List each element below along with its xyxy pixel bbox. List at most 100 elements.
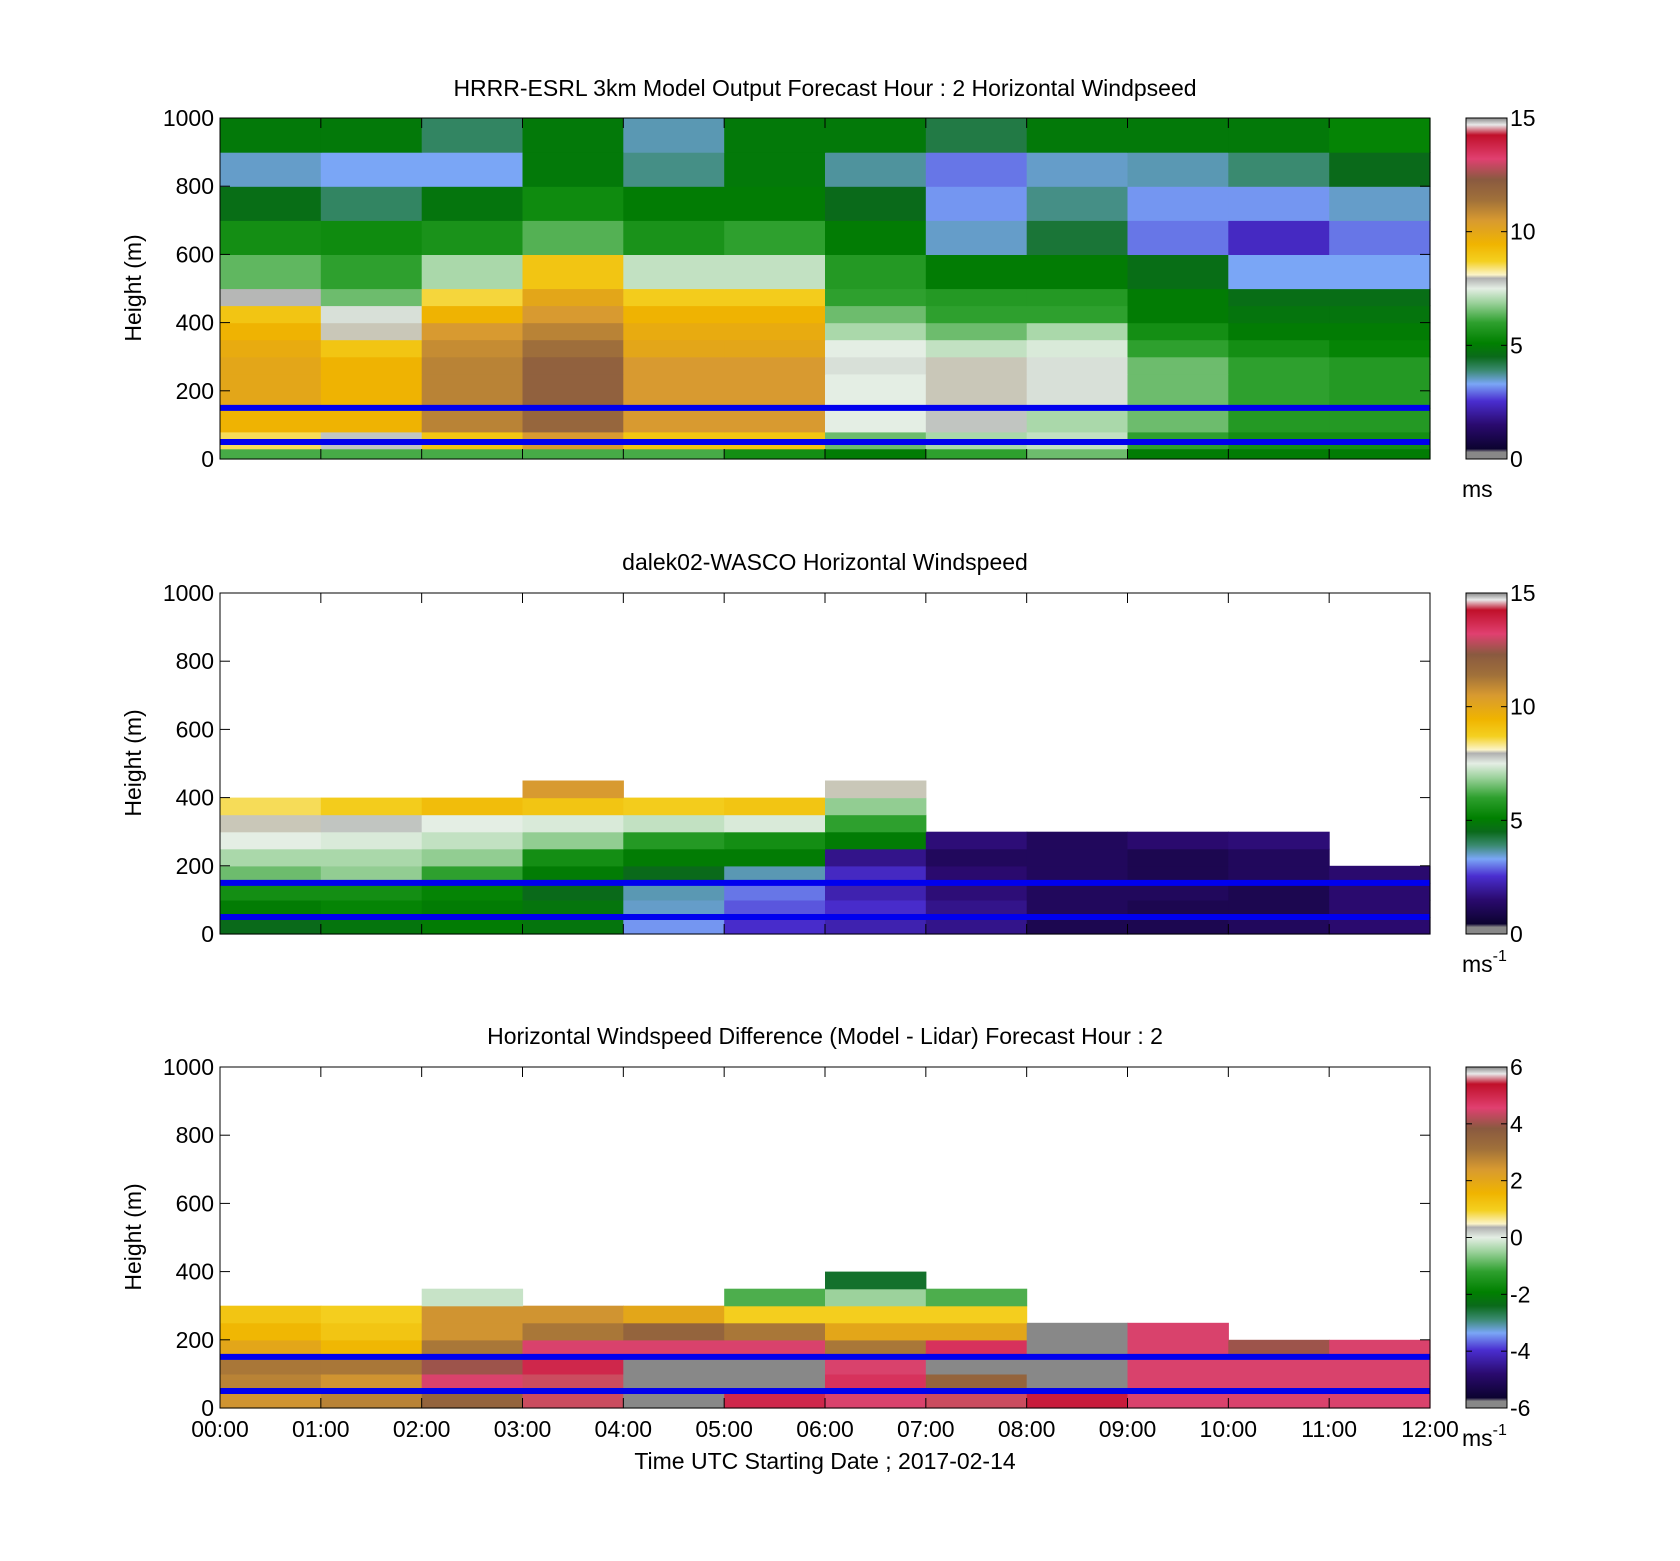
heatmap-cell [724, 373, 826, 392]
y-ticks-model: 0 200 400 600 800 1000 [163, 105, 1430, 472]
heatmap-cell [925, 339, 1028, 358]
colorbar-tick-label: 0 [1510, 921, 1523, 947]
heatmap-cell [320, 848, 423, 867]
heatmap-cell [925, 1356, 1028, 1375]
heatmap-cell [623, 814, 725, 833]
heatmap-cell [522, 1391, 624, 1409]
heatmap-cell [825, 1339, 927, 1358]
heatmap-cell [320, 1373, 423, 1392]
heatmap-cell [1127, 1356, 1229, 1375]
heatmap-cell [925, 1391, 1028, 1409]
heatmap-cell [1127, 356, 1229, 375]
heatmap-cell [1329, 373, 1431, 392]
heatmap-cell [925, 390, 1028, 409]
heatmap-cell [320, 186, 423, 221]
y-tick-label: 400 [176, 310, 214, 336]
y-tick-label: 600 [176, 241, 214, 267]
heatmap-cell [825, 1373, 927, 1392]
heatmap-cell [421, 186, 524, 221]
heatmap-cell [1329, 899, 1431, 918]
heatmap-cell [421, 288, 524, 307]
heatmap-cell [1026, 152, 1129, 187]
colorbar-tick-label: -6 [1510, 1395, 1530, 1421]
heatmap-cell [421, 1373, 524, 1392]
x-tick-label: 04:00 [595, 1416, 653, 1442]
y-tick-label: 1000 [163, 105, 214, 131]
x-tick-label: 03:00 [494, 1416, 552, 1442]
heatmap-cell [320, 797, 423, 816]
x-tick-label: 07:00 [897, 1416, 955, 1442]
heatmap-cell [320, 448, 423, 460]
heatmap-cell [421, 1288, 524, 1307]
heatmap-cell [1329, 882, 1431, 901]
y-tick-label: 800 [176, 648, 214, 674]
heatmap-cell [220, 1339, 322, 1358]
heatmap-cell [1228, 373, 1330, 392]
colorbar-tick-label: 5 [1510, 332, 1523, 358]
heatmap-cell [522, 152, 624, 187]
heatmap-cell [925, 288, 1028, 307]
heatmap-cell [320, 1356, 423, 1375]
heatmap-cell [421, 305, 524, 324]
reference-lines-model [220, 404, 1430, 445]
reference-lines-lidar [220, 879, 1430, 920]
heatmap-cell [1228, 356, 1330, 375]
heatmap-cell [925, 152, 1028, 187]
heatmap-cell [522, 373, 624, 392]
heatmap-cell [1127, 186, 1229, 221]
heatmap-cell [925, 1339, 1028, 1358]
heatmap-cell [623, 1373, 725, 1392]
x-ticks-difference: 00:00 01:00 02:00 03:00 04:00 05:00 06:00 07:00… [191, 1067, 1459, 1442]
heatmap-cell [724, 356, 826, 375]
heatmap-cell [1127, 305, 1229, 324]
heatmap-cell [1127, 899, 1229, 918]
panel-model: HRRR-ESRL 3km Model Output Forecast Hour… [120, 75, 1536, 502]
heatmap-cell [1127, 1339, 1229, 1358]
heatmap-cell [421, 254, 524, 290]
heatmap-cell [623, 373, 725, 392]
heatmap-cell [1329, 322, 1431, 341]
heatmap-cell [724, 882, 826, 901]
heatmap-cell [320, 390, 423, 409]
heatmap-cell [925, 118, 1028, 153]
y-ticks-lidar: 0 200 400 600 800 1000 [163, 580, 1430, 947]
heatmap-cell [825, 1322, 927, 1341]
heatmap-cell [421, 917, 524, 935]
x-axis-label: Time UTC Starting Date ; 2017-02-14 [634, 1448, 1016, 1474]
heatmap-cell [1127, 1322, 1229, 1341]
heatmap-cell [320, 407, 423, 433]
heatmap-cell [623, 288, 725, 307]
y-tick-label: 600 [176, 716, 214, 742]
heatmap-cell [925, 373, 1028, 392]
heatmap-cell [1329, 152, 1431, 187]
heatmap-cell [320, 1305, 423, 1324]
heatmap-cell [925, 899, 1028, 918]
heatmap-cell [320, 1391, 423, 1409]
heatmap-cell [220, 831, 322, 850]
heatmap-cell [522, 882, 624, 901]
x-tick-label: 12:00 [1401, 1416, 1459, 1442]
heatmap-cell [825, 254, 927, 290]
heatmap-cell [1329, 220, 1431, 255]
heatmap-cell [522, 1339, 624, 1358]
heatmap-cell [1228, 917, 1330, 935]
heatmap-cell [925, 407, 1028, 433]
heatmap-cell [421, 1339, 524, 1358]
heatmap-cell [825, 373, 927, 392]
heatmap-cell [220, 1391, 322, 1409]
heatmap-cell [220, 917, 322, 935]
heatmap-cell [623, 1339, 725, 1358]
y-axis-label-difference: Height (m) [120, 1183, 146, 1290]
heatmap-cell [1127, 407, 1229, 433]
heatmap-cell [825, 407, 927, 433]
heatmap-cell [925, 254, 1028, 290]
heatmap-cell [421, 118, 524, 153]
y-tick-label: 200 [176, 378, 214, 404]
heatmap-cell [724, 152, 826, 187]
heatmap-cell [1228, 220, 1330, 255]
heatmap-cell [421, 390, 524, 409]
heatmap-cell [421, 1305, 524, 1324]
heatmap-cell [522, 1322, 624, 1341]
y-tick-label: 400 [176, 785, 214, 811]
